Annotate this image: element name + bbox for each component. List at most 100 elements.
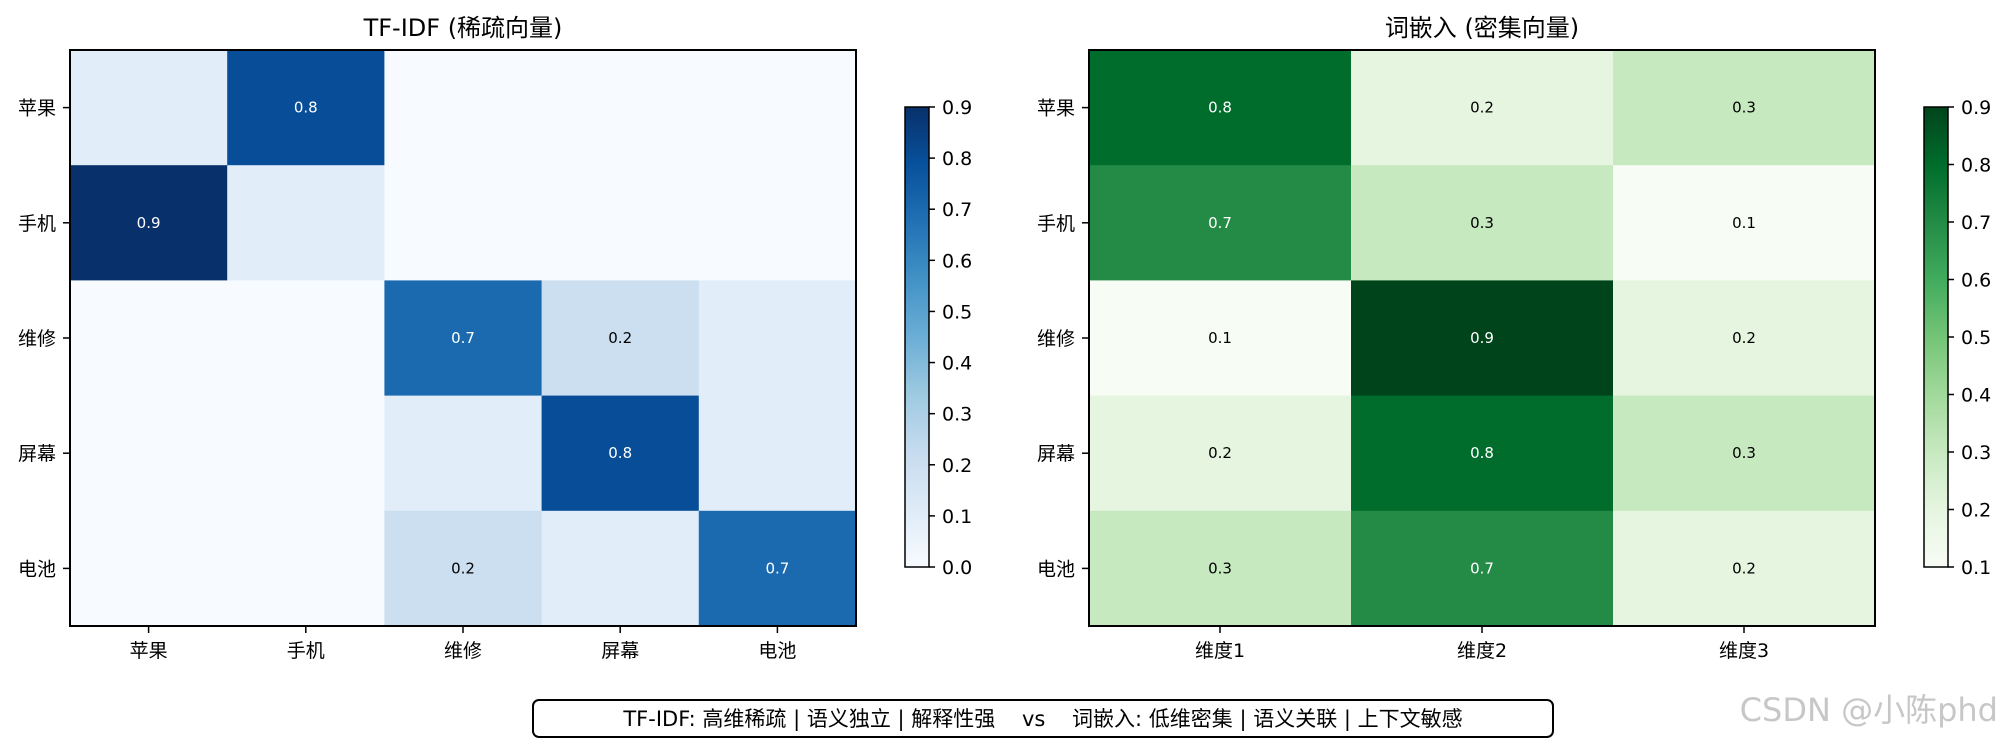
cell-value-label: 0.3	[1732, 444, 1756, 462]
cell-value-label: 0.2	[1208, 444, 1232, 462]
heatmap-cell	[1351, 50, 1614, 166]
colorbar	[1923, 106, 1949, 568]
heatmap-cell	[541, 165, 700, 281]
heatmap-cell	[541, 395, 700, 512]
heatmap-cells	[1089, 50, 1875, 626]
colorbar-tick-label: 0.3	[1961, 442, 1991, 464]
heatmap-cell	[227, 510, 385, 626]
heatmap-cell	[1613, 395, 1875, 512]
heatmap-cells	[70, 50, 856, 626]
heatmap-cell	[698, 280, 856, 397]
colorbar-tick-label: 0.4	[1961, 385, 1991, 407]
cell-value-label: 0.8	[294, 99, 318, 117]
colorbar-tick-label: 0.8	[1961, 155, 1991, 177]
heatmap-cell	[1089, 165, 1352, 281]
cell-value-label: 0.9	[137, 214, 161, 232]
colorbar-tick-label: 0.7	[942, 199, 972, 221]
heatmap-cell	[70, 50, 228, 166]
heatmap-cell	[384, 395, 543, 512]
cell-value-label: 0.8	[1208, 99, 1232, 117]
colorbar	[904, 106, 930, 568]
y-axis-tick-label: 手机	[18, 213, 56, 235]
x-axis-tick-label: 维度1	[1195, 640, 1245, 662]
y-axis-tick-label: 苹果	[1037, 98, 1075, 120]
embedding-heatmap-panel: 词嵌入 (密集向量) 0.8 0.2 0.3 0.7 0.3 0.1 0.1 0.9 0.2 0.2…	[1037, 14, 1991, 662]
cell-value-label: 0.3	[1208, 559, 1232, 577]
cell-value-label: 0.9	[1470, 329, 1494, 347]
heatmap-cell	[1351, 510, 1614, 626]
y-axis-tick-label: 屏幕	[18, 443, 56, 465]
cell-value-label: 0.3	[1732, 99, 1756, 117]
heatmap-cell	[1089, 280, 1352, 397]
colorbar-tick-label: 0.0	[942, 557, 972, 579]
heatmap-cell	[1089, 395, 1352, 512]
heatmap-cell	[541, 510, 700, 626]
cell-value-label: 0.2	[608, 329, 632, 347]
x-axis-tick-label: 苹果	[130, 640, 168, 662]
y-axis-tick-label: 维修	[18, 328, 56, 350]
heatmap-cell	[70, 510, 228, 626]
cell-value-label: 0.1	[1732, 214, 1756, 232]
heatmap-cell	[70, 395, 228, 512]
cell-value-label: 0.2	[1470, 99, 1494, 117]
colorbar-tick-label: 0.5	[1961, 327, 1991, 349]
heatmap-cell	[1089, 50, 1352, 166]
cell-value-label: 0.7	[1470, 559, 1494, 577]
y-axis-tick-label: 电池	[1037, 558, 1075, 580]
colorbar-tick-label: 0.5	[942, 301, 972, 323]
watermark: CSDN @小陈phd	[1740, 691, 1998, 729]
heatmap-cell	[70, 280, 228, 397]
cell-value-label: 0.3	[1470, 214, 1494, 232]
x-axis-tick-label: 维修	[444, 640, 482, 662]
heatmap-cell	[1613, 280, 1875, 397]
heatmap-cell	[1351, 280, 1614, 397]
chart-title: TF-IDF (稀疏向量)	[363, 14, 563, 42]
cell-value-label: 0.2	[1732, 559, 1756, 577]
heatmap-cell	[384, 165, 543, 281]
heatmap-cell	[698, 510, 856, 626]
heatmap-cell	[384, 50, 543, 166]
footer-box	[532, 699, 1554, 738]
heatmap-cell	[541, 280, 700, 397]
cell-value-label: 0.1	[1208, 329, 1232, 347]
heatmap-cell	[70, 165, 228, 281]
cell-value-label: 0.2	[451, 559, 475, 577]
cell-value-label: 0.2	[1732, 329, 1756, 347]
colorbar-tick-label: 0.2	[1961, 500, 1991, 522]
comparison-footer: TF-IDF: 高维稀疏 | 语义独立 | 解释性强 vs 词嵌入: 低维密集 …	[532, 699, 1554, 738]
cell-value-label: 0.7	[451, 329, 475, 347]
heatmap-cell	[1613, 510, 1875, 626]
colorbar-tick-label: 0.1	[942, 506, 972, 528]
y-axis-tick-label: 屏幕	[1037, 443, 1075, 465]
heatmap-cell	[698, 165, 856, 281]
tfidf-heatmap-panel: TF-IDF (稀疏向量)0.80.90.7 0.20.80.2 0.7苹果手机维修…	[18, 14, 972, 662]
cell-value-label: 0.8	[608, 444, 632, 462]
heatmap-cell	[227, 165, 385, 281]
heatmap-cell	[227, 280, 385, 397]
colorbar-tick-label: 0.9	[942, 97, 972, 119]
y-axis-tick-label: 苹果	[18, 98, 56, 120]
colorbar-tick-label: 0.9	[1961, 97, 1991, 119]
heatmap-cell	[1613, 165, 1875, 281]
y-axis-tick-label: 手机	[1037, 213, 1075, 235]
chart-title: 词嵌入 (密集向量)	[1385, 14, 1579, 42]
cell-value-label: 0.7	[1208, 214, 1232, 232]
colorbar-tick-label: 0.3	[942, 404, 972, 426]
heatmap-cell	[384, 510, 543, 626]
heatmap-cell	[384, 280, 543, 397]
y-axis-tick-label: 电池	[18, 558, 56, 580]
colorbar-tick-label: 0.4	[942, 353, 972, 375]
x-axis-tick-label: 电池	[758, 640, 796, 662]
heatmap-cell	[541, 50, 700, 166]
footer-text: TF-IDF: 高维稀疏 | 语义独立 | 解释性强 vs 词嵌入: 低维密集 …	[622, 707, 1462, 732]
colorbar-tick-label: 0.1	[1961, 557, 1991, 579]
colorbar-tick-label: 0.2	[942, 455, 972, 477]
heatmap-cell	[1351, 395, 1614, 512]
cell-value-label: 0.8	[1470, 444, 1494, 462]
x-axis-tick-label: 维度3	[1719, 640, 1769, 662]
heatmap-cell	[698, 50, 856, 166]
heatmap-cell	[1613, 50, 1875, 166]
cell-value-label: 0.7	[765, 559, 789, 577]
